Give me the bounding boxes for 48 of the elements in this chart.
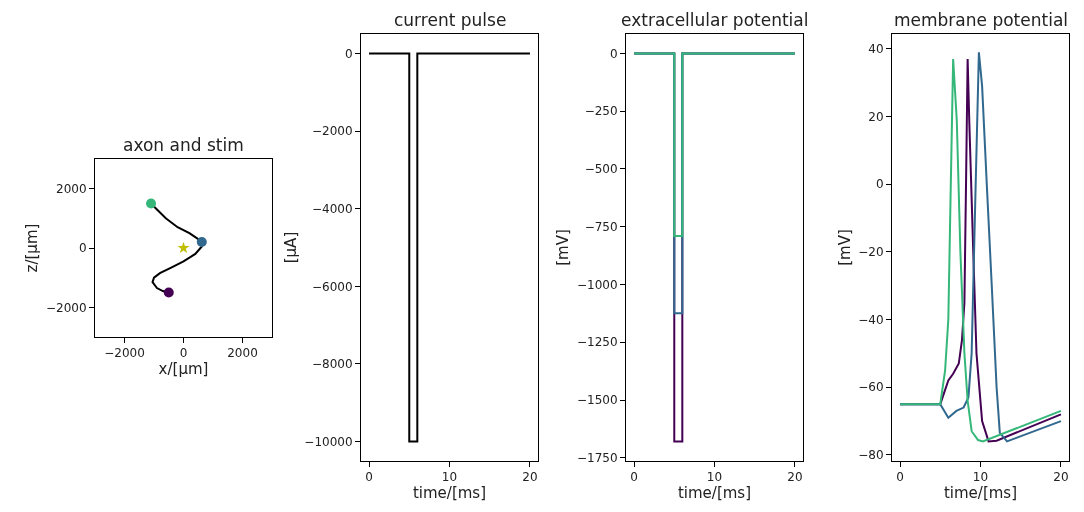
y-tick-label: −8000 <box>312 357 353 372</box>
x-tick-label: 0 <box>630 470 638 485</box>
y-tick-label: −2000 <box>46 300 87 315</box>
y-tick-label: 40 <box>868 42 884 57</box>
chart-title: axon and stim <box>123 135 244 155</box>
x-tick-label: 0 <box>179 346 188 361</box>
x-tick-label: −2000 <box>104 346 145 361</box>
y-tick-label: −2000 <box>312 124 353 139</box>
y-tick-label: −6000 <box>312 279 353 294</box>
y-tick-label: 0 <box>344 46 353 61</box>
y-tick-label: −20 <box>858 245 884 260</box>
y-tick-label: −750 <box>584 219 618 234</box>
chart-title: membrane potential <box>894 10 1069 30</box>
y-tick-label: 0 <box>609 46 618 61</box>
y-tick-label: −40 <box>858 312 884 327</box>
y-tick-label: −80 <box>858 448 884 463</box>
y-axis-title: [mV] <box>554 229 573 266</box>
x-axis-title: time/[ms] <box>412 484 487 503</box>
y-axis-title: z/[μm] <box>23 223 42 273</box>
y-tick-label: −250 <box>584 104 618 119</box>
x-tick-label: 0 <box>896 470 904 485</box>
x-tick-label: 20 <box>1053 470 1069 485</box>
y-tick-label: −1250 <box>577 335 618 350</box>
x-axis-title: time/[ms] <box>677 484 752 503</box>
x-axis-title: x/[μm] <box>158 360 209 379</box>
x-tick-label: 2000 <box>227 346 258 361</box>
y-tick-label: −1000 <box>577 277 618 292</box>
y-tick-label: −1750 <box>577 450 618 465</box>
y-tick-label: −1500 <box>577 393 618 408</box>
x-tick-label: 20 <box>522 470 538 485</box>
y-tick-label: 0 <box>78 241 87 256</box>
y-axis-title: [mV] <box>835 229 854 266</box>
y-tick-label: −4000 <box>312 201 353 216</box>
chart-title: current pulse <box>394 10 507 30</box>
y-tick-label: −500 <box>584 162 618 177</box>
x-tick-label: 20 <box>787 470 803 485</box>
y-tick-label: −10000 <box>304 434 353 449</box>
y-tick-label: −60 <box>858 380 884 395</box>
x-tick-label: 10 <box>441 470 458 485</box>
y-tick-label: 0 <box>875 177 884 192</box>
x-tick-label: 0 <box>365 470 373 485</box>
x-tick-label: 10 <box>706 470 723 485</box>
chart-title: extracellular potential <box>621 10 809 30</box>
x-axis-title: time/[ms] <box>943 484 1018 503</box>
y-tick-label: 20 <box>868 109 884 124</box>
x-tick-label: 10 <box>972 470 989 485</box>
y-axis-title: [μA] <box>281 231 300 264</box>
y-tick-label: 2000 <box>56 181 87 196</box>
